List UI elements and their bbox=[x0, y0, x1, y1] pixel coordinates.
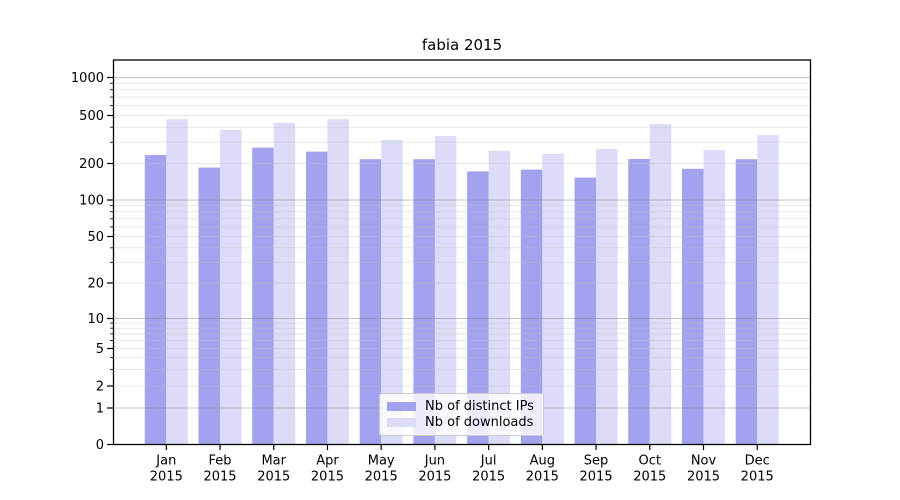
bar-downloads-dec bbox=[757, 135, 779, 445]
chart-title: fabia 2015 bbox=[421, 36, 503, 54]
x-tick-label-year: 2015 bbox=[741, 470, 774, 485]
bar-downloads-jan bbox=[166, 119, 188, 445]
y-tick-label: 2 bbox=[96, 380, 104, 395]
bar-downloads-jun bbox=[434, 136, 457, 445]
legend-item-distinct-ips: Nb of distinct IPs bbox=[387, 398, 535, 414]
bar-distinct-ips-mar bbox=[252, 147, 274, 445]
bar-distinct-ips-may bbox=[359, 159, 382, 445]
x-tick-label-month: Aug bbox=[530, 454, 555, 469]
x-tick-label-year: 2015 bbox=[633, 470, 666, 485]
legend-item-downloads: Nb of downloads bbox=[387, 415, 535, 431]
bar-distinct-ips-feb bbox=[198, 167, 221, 445]
x-tick-label-year: 2015 bbox=[203, 470, 236, 485]
x-tick-label-month: Mar bbox=[261, 454, 286, 469]
x-tick-label-year: 2015 bbox=[418, 470, 451, 485]
bar-downloads-aug bbox=[542, 153, 564, 445]
x-tick-label-month: Jan bbox=[155, 454, 176, 469]
x-tick-label-year: 2015 bbox=[472, 470, 505, 485]
bar-distinct-ips-jul bbox=[467, 171, 489, 445]
x-tick-label-month: May bbox=[368, 454, 395, 469]
y-tick-label: 500 bbox=[79, 109, 104, 124]
bar-distinct-ips-sep bbox=[574, 177, 597, 445]
legend-label-downloads: Nb of downloads bbox=[425, 415, 534, 431]
x-tick-label-month: Oct bbox=[639, 454, 661, 469]
bar-downloads-oct bbox=[649, 124, 672, 445]
bar-distinct-ips-aug bbox=[520, 169, 543, 445]
x-tick-label-year: 2015 bbox=[687, 470, 720, 485]
bar-downloads-jul bbox=[488, 150, 511, 445]
y-tick-label: 5 bbox=[96, 342, 104, 357]
bar-distinct-ips-apr bbox=[305, 151, 328, 445]
axes-spines bbox=[112, 59, 812, 446]
bar-distinct-ips-jan bbox=[144, 155, 167, 445]
bar-distinct-ips-oct bbox=[628, 159, 650, 445]
bar-distinct-ips-jun bbox=[413, 159, 435, 445]
bar-distinct-ips-dec bbox=[735, 159, 758, 445]
bar-downloads-nov bbox=[703, 150, 725, 445]
y-tick-label: 100 bbox=[79, 194, 104, 209]
x-tick-label-year: 2015 bbox=[257, 470, 290, 485]
x-tick-label-year: 2015 bbox=[580, 470, 613, 485]
y-tick-label: 200 bbox=[79, 157, 104, 172]
x-tick-label-year: 2015 bbox=[365, 470, 398, 485]
x-tick-label-month: Jul bbox=[480, 454, 497, 469]
x-tick-label-month: Jun bbox=[424, 454, 445, 469]
y-tick-label: 20 bbox=[87, 277, 104, 292]
bar-downloads-sep bbox=[596, 149, 618, 445]
x-tick-label-year: 2015 bbox=[150, 470, 183, 485]
x-tick-label-month: Feb bbox=[209, 454, 232, 469]
bar-downloads-feb bbox=[220, 130, 242, 445]
x-tick-label-month: Sep bbox=[584, 454, 609, 469]
x-tick-label-month: Apr bbox=[316, 454, 339, 469]
y-tick-label: 1 bbox=[96, 402, 104, 417]
x-tick-label-month: Nov bbox=[691, 454, 717, 469]
x-tick-label-year: 2015 bbox=[311, 470, 344, 485]
legend-swatch-downloads bbox=[387, 418, 416, 428]
legend-label-distinct-ips: Nb of distinct IPs bbox=[425, 398, 534, 414]
y-tick-label: 1000 bbox=[71, 71, 104, 86]
y-tick-label: 10 bbox=[87, 312, 104, 327]
x-tick-label-year: 2015 bbox=[526, 470, 559, 485]
bar-downloads-apr bbox=[327, 119, 349, 445]
y-tick-label: 0 bbox=[96, 438, 104, 453]
legend-swatch-distinct-ips bbox=[387, 401, 416, 411]
bar-downloads-mar bbox=[273, 122, 296, 445]
x-tick-label-month: Dec bbox=[745, 454, 770, 469]
legend: Nb of distinct IPs Nb of downloads bbox=[379, 393, 544, 436]
y-tick-label: 50 bbox=[87, 230, 104, 245]
bar-distinct-ips-nov bbox=[682, 168, 704, 445]
bar-downloads-may bbox=[381, 140, 403, 445]
